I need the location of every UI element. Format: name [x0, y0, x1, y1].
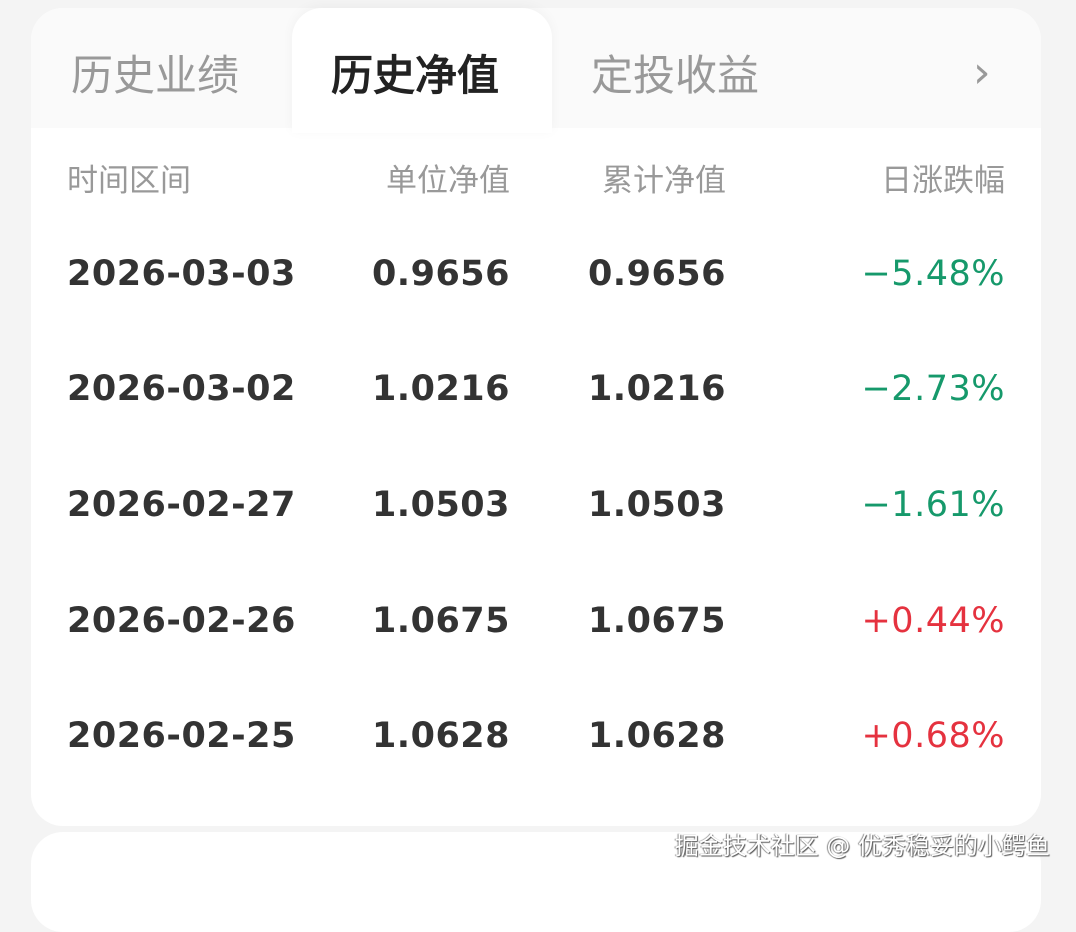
date-cell: 2026-03-02: [67, 369, 296, 409]
column-header-acc-nav: 累计净值: [602, 163, 726, 199]
chevron-right-icon[interactable]: ›: [973, 47, 991, 98]
table-row[interactable]: 2026-02-25 1.0628 1.0628 +0.68%: [31, 706, 1041, 766]
date-cell: 2026-03-03: [67, 254, 296, 294]
unit-nav-cell: 0.9656: [371, 254, 510, 294]
unit-nav-cell: 1.0675: [371, 601, 510, 641]
column-header-daily-change: 日涨跌幅: [881, 163, 1005, 199]
table-row[interactable]: 2026-02-27 1.0503 1.0503 −1.61%: [31, 475, 1041, 535]
unit-nav-cell: 1.0216: [371, 369, 510, 409]
date-cell: 2026-02-26: [67, 601, 296, 641]
table-row[interactable]: 2026-03-02 1.0216 1.0216 −2.73%: [31, 359, 1041, 419]
table-row[interactable]: 2026-02-26 1.0675 1.0675 +0.44%: [31, 591, 1041, 651]
tab-historical-nav[interactable]: 历史净值: [331, 51, 500, 100]
daily-change-cell: +0.44%: [861, 601, 1005, 641]
column-header-date: 时间区间: [67, 163, 191, 199]
daily-change-cell: −1.61%: [861, 485, 1005, 525]
daily-change-cell: −2.73%: [861, 369, 1005, 409]
date-cell: 2026-02-27: [67, 485, 296, 525]
table-row[interactable]: 2026-03-03 0.9656 0.9656 −5.48%: [31, 244, 1041, 304]
watermark: 掘金技术社区 @ 优秀稳妥的小鳄鱼: [674, 832, 1050, 860]
acc-nav-cell: 1.0503: [587, 485, 726, 525]
acc-nav-cell: 0.9656: [587, 254, 726, 294]
acc-nav-cell: 1.0675: [587, 601, 726, 641]
date-cell: 2026-02-25: [67, 716, 296, 756]
daily-change-cell: +0.68%: [861, 716, 1005, 756]
column-header-unit-nav: 单位净值: [386, 163, 510, 199]
tab-bar: 历史业绩 历史净值 定投收益 ›: [31, 8, 1041, 133]
nav-history-card: 历史业绩 历史净值 定投收益 › 时间区间 单位净值 累计净值 日涨跌幅 202…: [31, 8, 1041, 826]
tab-historical-performance[interactable]: 历史业绩: [71, 51, 240, 100]
unit-nav-cell: 1.0628: [371, 716, 510, 756]
unit-nav-cell: 1.0503: [371, 485, 510, 525]
active-tab-background: [292, 8, 552, 133]
acc-nav-cell: 1.0628: [587, 716, 726, 756]
acc-nav-cell: 1.0216: [587, 369, 726, 409]
daily-change-cell: −5.48%: [861, 254, 1005, 294]
tab-sip-returns[interactable]: 定投收益: [591, 51, 760, 100]
